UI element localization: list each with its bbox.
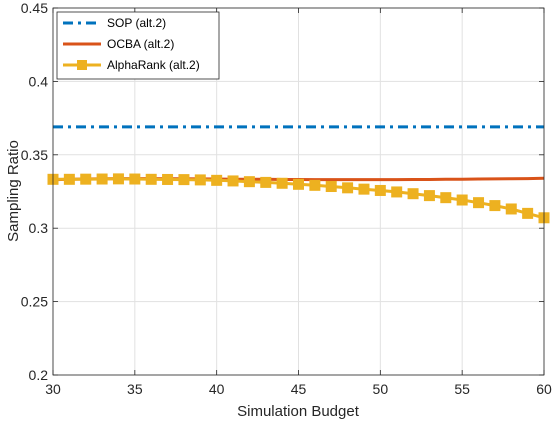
series-marker-alpharank-alt-2 — [325, 181, 337, 193]
series-marker-alpharank-alt-2 — [162, 173, 174, 185]
series-marker-alpharank-alt-2 — [293, 178, 304, 190]
series-marker-alpharank-alt-2 — [423, 190, 435, 202]
x-tick-label: 30 — [45, 381, 61, 397]
series-marker-alpharank-alt-2 — [178, 174, 190, 186]
x-tick-label: 50 — [373, 381, 389, 397]
legend-label: AlphaRank (alt.2) — [107, 58, 200, 72]
series-marker-alpharank-alt-2 — [374, 184, 386, 196]
y-axis-title: Sampling Ratio — [5, 140, 22, 242]
y-tick-label: 0.45 — [21, 0, 48, 16]
series-marker-alpharank-alt-2 — [456, 194, 468, 206]
series-marker-alpharank-alt-2 — [227, 175, 239, 187]
series-layer — [47, 125, 550, 224]
series-marker-alpharank-alt-2 — [243, 176, 255, 188]
x-tick-label: 45 — [291, 381, 307, 397]
series-marker-alpharank-alt-2 — [63, 173, 75, 185]
y-tick-label: 0.2 — [29, 367, 49, 383]
series-marker-alpharank-alt-2 — [129, 173, 141, 185]
series-marker-alpharank-alt-2 — [342, 182, 354, 194]
series-marker-alpharank-alt-2 — [473, 197, 485, 209]
legend: SOP (alt.2) OCBA (alt.2) AlphaRank (alt.2) — [56, 11, 220, 80]
series-marker-alpharank-alt-2 — [276, 177, 288, 189]
ticks: 30 35 40 45 50 55 60 0.2 0.25 0.3 0.35 0.4 0.45 — [21, 0, 552, 397]
series-marker-alpharank-alt-2 — [309, 179, 321, 191]
legend-label: OCBA (alt.2) — [107, 37, 174, 51]
y-tick-label: 0.3 — [29, 220, 49, 236]
legend-label: SOP (alt.2) — [107, 16, 166, 30]
x-tick-label: 40 — [209, 381, 225, 397]
series-marker-alpharank-alt-2 — [260, 176, 272, 188]
x-axis-title: Simulation Budget — [237, 403, 360, 420]
series-marker-alpharank-alt-2 — [407, 188, 419, 200]
series-marker-alpharank-alt-2 — [489, 200, 501, 212]
x-tick-label: 55 — [454, 381, 470, 397]
series-marker-alpharank-alt-2 — [96, 173, 108, 185]
series-marker-alpharank-alt-2 — [112, 173, 124, 185]
series-marker-alpharank-alt-2 — [194, 174, 206, 186]
y-tick-label: 0.4 — [29, 73, 49, 89]
series-marker-alpharank-alt-2 — [505, 203, 517, 215]
x-tick-label: 60 — [536, 381, 552, 397]
y-tick-label: 0.35 — [21, 147, 48, 163]
series-marker-alpharank-alt-2 — [440, 192, 452, 204]
y-tick-label: 0.25 — [21, 294, 48, 310]
x-tick-label: 35 — [127, 381, 143, 397]
series-marker-alpharank-alt-2 — [358, 183, 370, 195]
series-marker-alpharank-alt-2 — [522, 207, 534, 219]
series-marker-alpharank-alt-2 — [391, 186, 403, 198]
series-marker-alpharank-alt-2 — [211, 174, 223, 186]
series-marker-alpharank-alt-2 — [145, 173, 157, 185]
series-marker-alpharank-alt-2 — [80, 173, 92, 185]
legend-marker — [77, 60, 87, 70]
